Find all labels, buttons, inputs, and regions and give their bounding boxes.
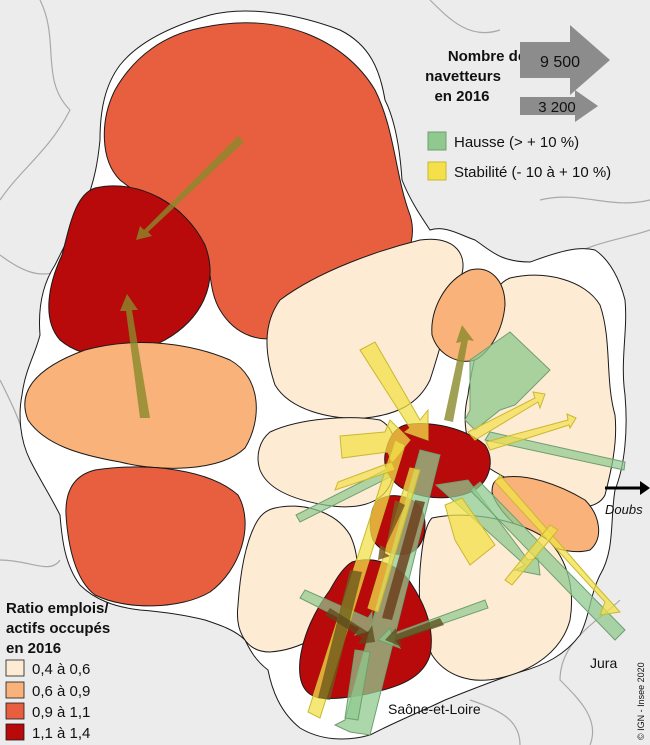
- boundary-line: [0, 559, 61, 568]
- boundary-line: [0, 0, 71, 201]
- flow-arrow-olive: [318, 570, 362, 700]
- place-label-saone-et-loire: Saône-et-Loire: [388, 701, 481, 717]
- commuters-small-value: 3 200: [538, 99, 576, 116]
- flow-arrow-green: [469, 481, 626, 641]
- flow-arrow-yellow: [467, 391, 546, 441]
- commuters-legend-title-1: Nombre de: [448, 48, 526, 65]
- flow-arrow-yellow: [444, 497, 496, 566]
- boundary-line: [429, 0, 501, 34]
- flow-arrow-yellow: [494, 474, 621, 616]
- ratio-legend-title-3: en 2016: [6, 640, 61, 657]
- flow-arrow-yellow: [359, 341, 429, 441]
- commuters-legend: Nombre de navetteurs en 2016 9 500 3 200: [425, 25, 610, 122]
- stabilite-swatch: [427, 161, 447, 181]
- flow-arrow-green: [484, 431, 626, 471]
- commuters-big-arrow: [520, 25, 610, 95]
- ratio-label-1: 0,4 à 0,6: [32, 661, 90, 678]
- credit-text: © IGN - Insee 2020: [636, 662, 646, 740]
- commuters-big-value: 9 500: [540, 54, 580, 71]
- flow-arrow-yellow: [367, 467, 421, 613]
- ratio-legend-title-2: actifs occupés: [6, 620, 110, 637]
- ratio-swatch-1: [5, 659, 25, 677]
- zone-center-north: [266, 238, 464, 419]
- stabilite-label: Stabilité (- 10 à + 10 %): [454, 164, 611, 181]
- boundary-line: [469, 699, 521, 745]
- flow-arrows: [120, 136, 626, 736]
- flow-arrow-yellow: [334, 461, 396, 491]
- place-label-jura: Jura: [590, 655, 617, 671]
- ratio-label-4: 1,1 à 1,4: [32, 725, 90, 742]
- hausse-swatch: [427, 131, 447, 151]
- ratio-label-2: 0,6 à 0,9: [32, 683, 90, 700]
- trend-legend: Hausse (> + 10 %) Stabilité (- 10 à + 10…: [427, 131, 611, 181]
- ratio-swatch-4: [5, 723, 25, 741]
- hausse-label: Hausse (> + 10 %): [454, 134, 579, 151]
- flow-arrow-green: [464, 331, 551, 431]
- flow-arrow-olive: [382, 500, 425, 620]
- flow-arrow-olive: [120, 294, 150, 418]
- doubs-arrow: [605, 481, 650, 495]
- zone-east-orange: [491, 476, 600, 553]
- commuters-legend-title-2: navetteurs: [425, 68, 501, 85]
- flow-arrow-olive: [385, 618, 444, 647]
- ratio-label-3: 0,9 à 1,1: [32, 704, 90, 721]
- flow-arrow-yellow: [504, 524, 559, 586]
- flow-arrow-olive: [444, 325, 474, 422]
- flow-arrow-yellow: [485, 413, 577, 451]
- commuters-legend-title-3: en 2016: [434, 88, 489, 105]
- flow-arrow-green: [344, 649, 371, 721]
- zone-southwest: [65, 466, 246, 607]
- ratio-legend: Ratio emplois/ actifs occupés en 2016 0,…: [5, 600, 110, 742]
- flow-arrow-olive: [136, 136, 244, 240]
- ratio-legend-title-1: Ratio emplois/: [6, 600, 109, 617]
- flow-arrow-olive: [378, 500, 405, 560]
- flow-arrow-olive: [325, 608, 375, 644]
- boundary-line: [539, 196, 650, 204]
- place-label-doubs: Doubs: [605, 502, 643, 517]
- commuters-small-arrow: [520, 90, 598, 122]
- ratio-swatch-2: [5, 681, 25, 699]
- ratio-swatch-3: [5, 702, 25, 720]
